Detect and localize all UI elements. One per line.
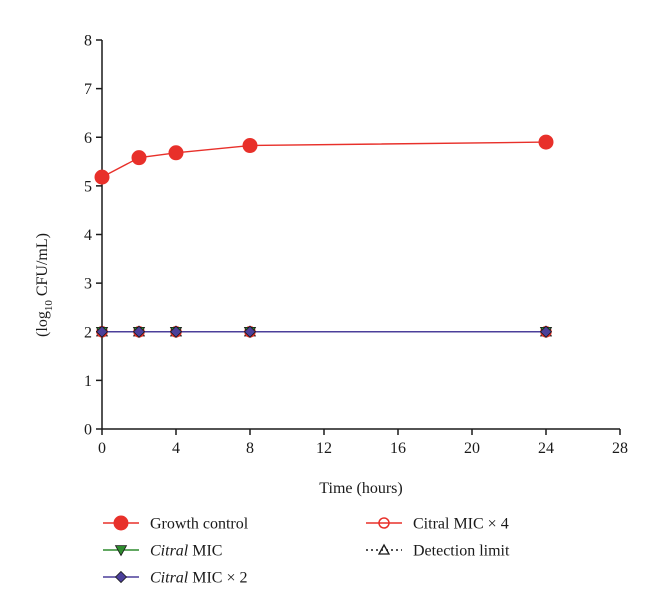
legend-label: Citral MIC xyxy=(150,543,222,560)
legend-label: Growth control xyxy=(150,516,249,533)
y-axis-title-suffix: CFU/mL) xyxy=(34,233,51,300)
x-tick-label: 16 xyxy=(390,440,406,457)
data-point xyxy=(242,138,258,154)
legend-label: Citral MIC × 4 xyxy=(413,516,509,533)
legend-label-text: MIC × 2 xyxy=(188,570,247,587)
y-tick-label: 3 xyxy=(84,276,92,293)
series-layer xyxy=(94,134,554,339)
data-point xyxy=(131,150,147,166)
legend-item: Growth control xyxy=(103,515,249,533)
legend-label-text: MIC xyxy=(188,543,222,560)
legend-label-italic: Citral xyxy=(150,570,189,587)
series-2 xyxy=(95,325,553,338)
x-tick-label: 4 xyxy=(172,440,180,457)
legend-marker xyxy=(113,515,129,531)
x-tick-label: 8 xyxy=(246,440,254,457)
y-tick-label: 2 xyxy=(84,324,92,341)
y-tick-label: 0 xyxy=(84,422,92,439)
legend-marker xyxy=(114,545,128,557)
series-line xyxy=(101,141,547,178)
y-tick-label: 5 xyxy=(84,178,92,195)
series-0 xyxy=(94,134,554,185)
legend-label-text: Detection limit xyxy=(413,543,510,560)
legend-item: Citral MIC × 2 xyxy=(103,570,247,587)
x-tick-label: 28 xyxy=(612,440,628,457)
y-tick-label: 8 xyxy=(84,33,92,50)
data-point xyxy=(539,325,553,338)
legend-marker xyxy=(114,570,128,584)
legend-label-text: Growth control xyxy=(150,516,249,533)
data-point xyxy=(132,325,146,338)
x-axis-title: Time (hours) xyxy=(319,480,402,497)
x-tick-label: 0 xyxy=(98,440,106,457)
y-tick-label: 1 xyxy=(84,373,92,390)
data-point xyxy=(94,169,110,185)
data-point xyxy=(538,134,554,150)
legend-item: Detection limit xyxy=(366,543,510,560)
data-point xyxy=(168,145,184,161)
legend-item: Citral MIC × 4 xyxy=(366,516,509,533)
x-tick-label: 20 xyxy=(464,440,480,457)
y-tick-label: 6 xyxy=(84,130,92,147)
y-axis-title-sub: 10 xyxy=(43,300,55,312)
y-axis-title: (log10 CFU/mL) xyxy=(34,233,55,337)
legend-item: Citral MIC xyxy=(103,543,222,560)
legend-marker xyxy=(378,517,390,529)
legend-marker xyxy=(377,543,391,555)
x-tick-label: 24 xyxy=(538,440,554,457)
legend-label: Citral MIC × 2 xyxy=(150,570,247,587)
data-point xyxy=(169,325,183,338)
x-tick-label: 12 xyxy=(316,440,332,457)
legend-label: Detection limit xyxy=(413,543,510,560)
y-tick-label: 7 xyxy=(84,81,92,98)
data-point xyxy=(95,325,109,338)
y-tick-label: 4 xyxy=(84,227,92,244)
data-point xyxy=(243,325,257,338)
y-axis-title-prefix: (log xyxy=(34,311,51,337)
legend-label-text: Citral MIC × 4 xyxy=(413,516,509,533)
legend-label-italic: Citral xyxy=(150,543,189,560)
